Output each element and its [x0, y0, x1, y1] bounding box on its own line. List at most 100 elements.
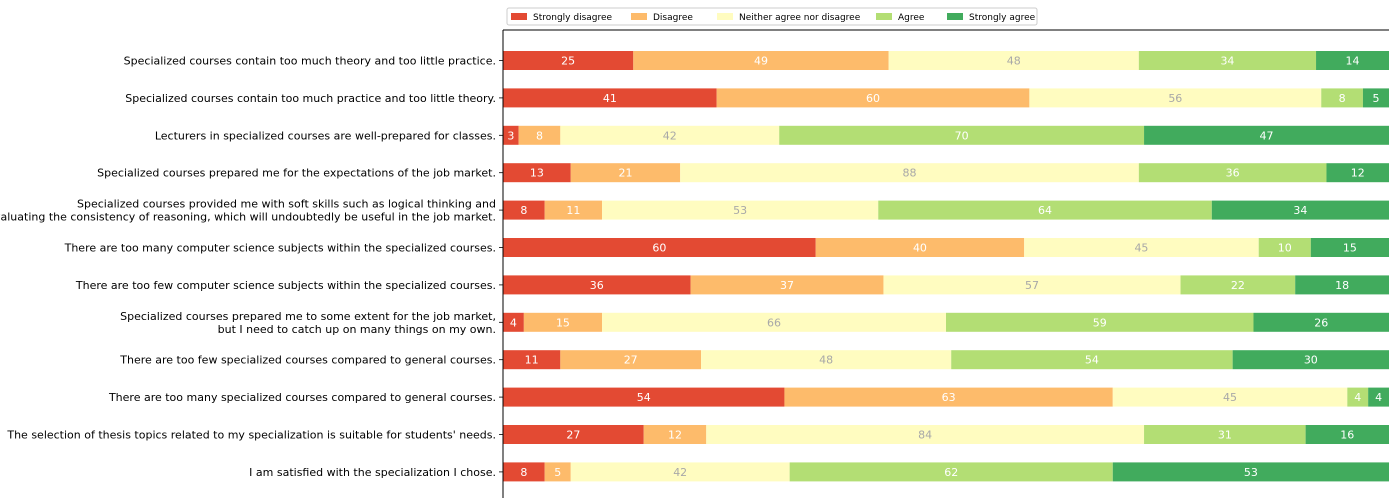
- data-label: 25: [561, 55, 575, 68]
- legend-label: Strongly disagree: [533, 13, 613, 23]
- data-label: 3: [507, 129, 514, 142]
- data-label: 40: [913, 242, 927, 255]
- bar-segment: [503, 312, 524, 332]
- data-label: 59: [1093, 316, 1107, 329]
- bar-segment: [602, 312, 946, 332]
- data-label: 66: [767, 316, 781, 329]
- bar-segment: [1112, 387, 1348, 407]
- data-label: 13: [530, 167, 544, 180]
- bar-segment: [1295, 275, 1389, 295]
- data-label: 54: [1085, 354, 1099, 367]
- y-tick-label: Specialized courses contain too much the…: [124, 55, 496, 68]
- bar-segment: [503, 200, 545, 220]
- data-label: 4: [510, 316, 517, 329]
- data-label: 70: [955, 129, 969, 142]
- bar-segment: [784, 387, 1113, 407]
- data-label: 56: [1168, 92, 1182, 105]
- data-label: 60: [866, 92, 880, 105]
- data-label: 42: [663, 129, 677, 142]
- data-label: 8: [536, 129, 543, 142]
- legend-swatch: [947, 13, 963, 20]
- bar-segment: [951, 350, 1233, 370]
- data-label: 11: [525, 354, 539, 367]
- data-label: 11: [566, 204, 580, 217]
- legend-label: Disagree: [653, 13, 693, 23]
- y-tick-label: There are too few specialized courses co…: [119, 354, 496, 367]
- bar-segment: [1258, 238, 1311, 257]
- data-label: 84: [918, 429, 932, 442]
- data-label: 47: [1260, 129, 1274, 142]
- bar-segment: [503, 425, 644, 444]
- bar-segment: [706, 425, 1145, 444]
- bar-segment: [888, 51, 1139, 70]
- data-label: 48: [1007, 55, 1021, 68]
- y-tick-label: There are too few computer science subje…: [75, 279, 496, 292]
- data-label: 8: [520, 466, 527, 479]
- data-label: 41: [603, 92, 617, 105]
- bar-segment: [1138, 163, 1327, 183]
- legend-label: Neither agree nor disagree: [739, 13, 861, 23]
- data-label: 36: [590, 279, 604, 292]
- data-label: 5: [554, 466, 561, 479]
- data-label: 26: [1314, 316, 1328, 329]
- data-label: 62: [944, 466, 958, 479]
- bar-segment: [1232, 350, 1389, 370]
- bar-segment: [503, 163, 571, 183]
- data-label: 48: [819, 354, 833, 367]
- data-label: 22: [1231, 279, 1245, 292]
- bar-segment: [523, 312, 603, 332]
- data-label: 45: [1134, 242, 1148, 255]
- bar-segment: [1138, 51, 1317, 70]
- bar-segment: [1321, 88, 1363, 108]
- legend-swatch: [631, 13, 647, 20]
- data-label: 57: [1025, 279, 1039, 292]
- bar-segment: [633, 51, 889, 70]
- bar-segment: [503, 51, 634, 70]
- bar-segment: [1144, 125, 1389, 145]
- y-tick-label: The selection of thesis topics related t…: [6, 429, 496, 442]
- legend-label: Agree: [898, 13, 925, 23]
- axes: [499, 29, 1389, 498]
- bar-segment: [1253, 312, 1389, 332]
- bar-segment: [883, 275, 1181, 295]
- data-label: 30: [1304, 354, 1318, 367]
- bar-segment: [1362, 88, 1389, 108]
- y-tick-labels: Specialized courses contain too much the…: [0, 55, 496, 479]
- data-label: 88: [903, 167, 917, 180]
- data-label: 27: [566, 429, 580, 442]
- bar-segment: [701, 350, 952, 370]
- legend: Strongly disagree Disagree Neither agree n…: [506, 7, 1038, 26]
- data-label: 4: [1375, 391, 1382, 404]
- y-tick-label: There are too many computer science subj…: [64, 242, 496, 255]
- bar-segment: [690, 275, 884, 295]
- bar-segment: [544, 200, 603, 220]
- data-label: 36: [1226, 167, 1240, 180]
- data-label: 14: [1346, 55, 1360, 68]
- y-tick-label: There are too many specialized courses c…: [108, 391, 496, 404]
- bar-segment: [1326, 163, 1389, 183]
- bar-segment: [544, 462, 571, 482]
- bar-segment: [1112, 462, 1389, 482]
- bar-segment: [643, 425, 707, 444]
- legend-swatch: [511, 13, 527, 20]
- bar-segment: [1144, 425, 1306, 444]
- legend-box: [506, 7, 1038, 26]
- legend-swatch: [876, 13, 892, 20]
- data-label: 53: [733, 204, 747, 217]
- bar-segment: [518, 125, 561, 145]
- data-label: 37: [780, 279, 794, 292]
- data-label: 31: [1218, 429, 1232, 442]
- bar-segment: [503, 238, 816, 257]
- data-label: 15: [556, 316, 570, 329]
- data-label: 60: [652, 242, 666, 255]
- legend-swatch: [717, 13, 733, 20]
- data-label: 27: [624, 354, 638, 367]
- bar-segment: [570, 462, 790, 482]
- data-label: 21: [618, 167, 632, 180]
- bar-segment: [602, 200, 879, 220]
- data-label: 10: [1278, 242, 1292, 255]
- bar-segment: [878, 200, 1212, 220]
- data-label: 8: [1339, 92, 1346, 105]
- bar-segment: [815, 238, 1025, 257]
